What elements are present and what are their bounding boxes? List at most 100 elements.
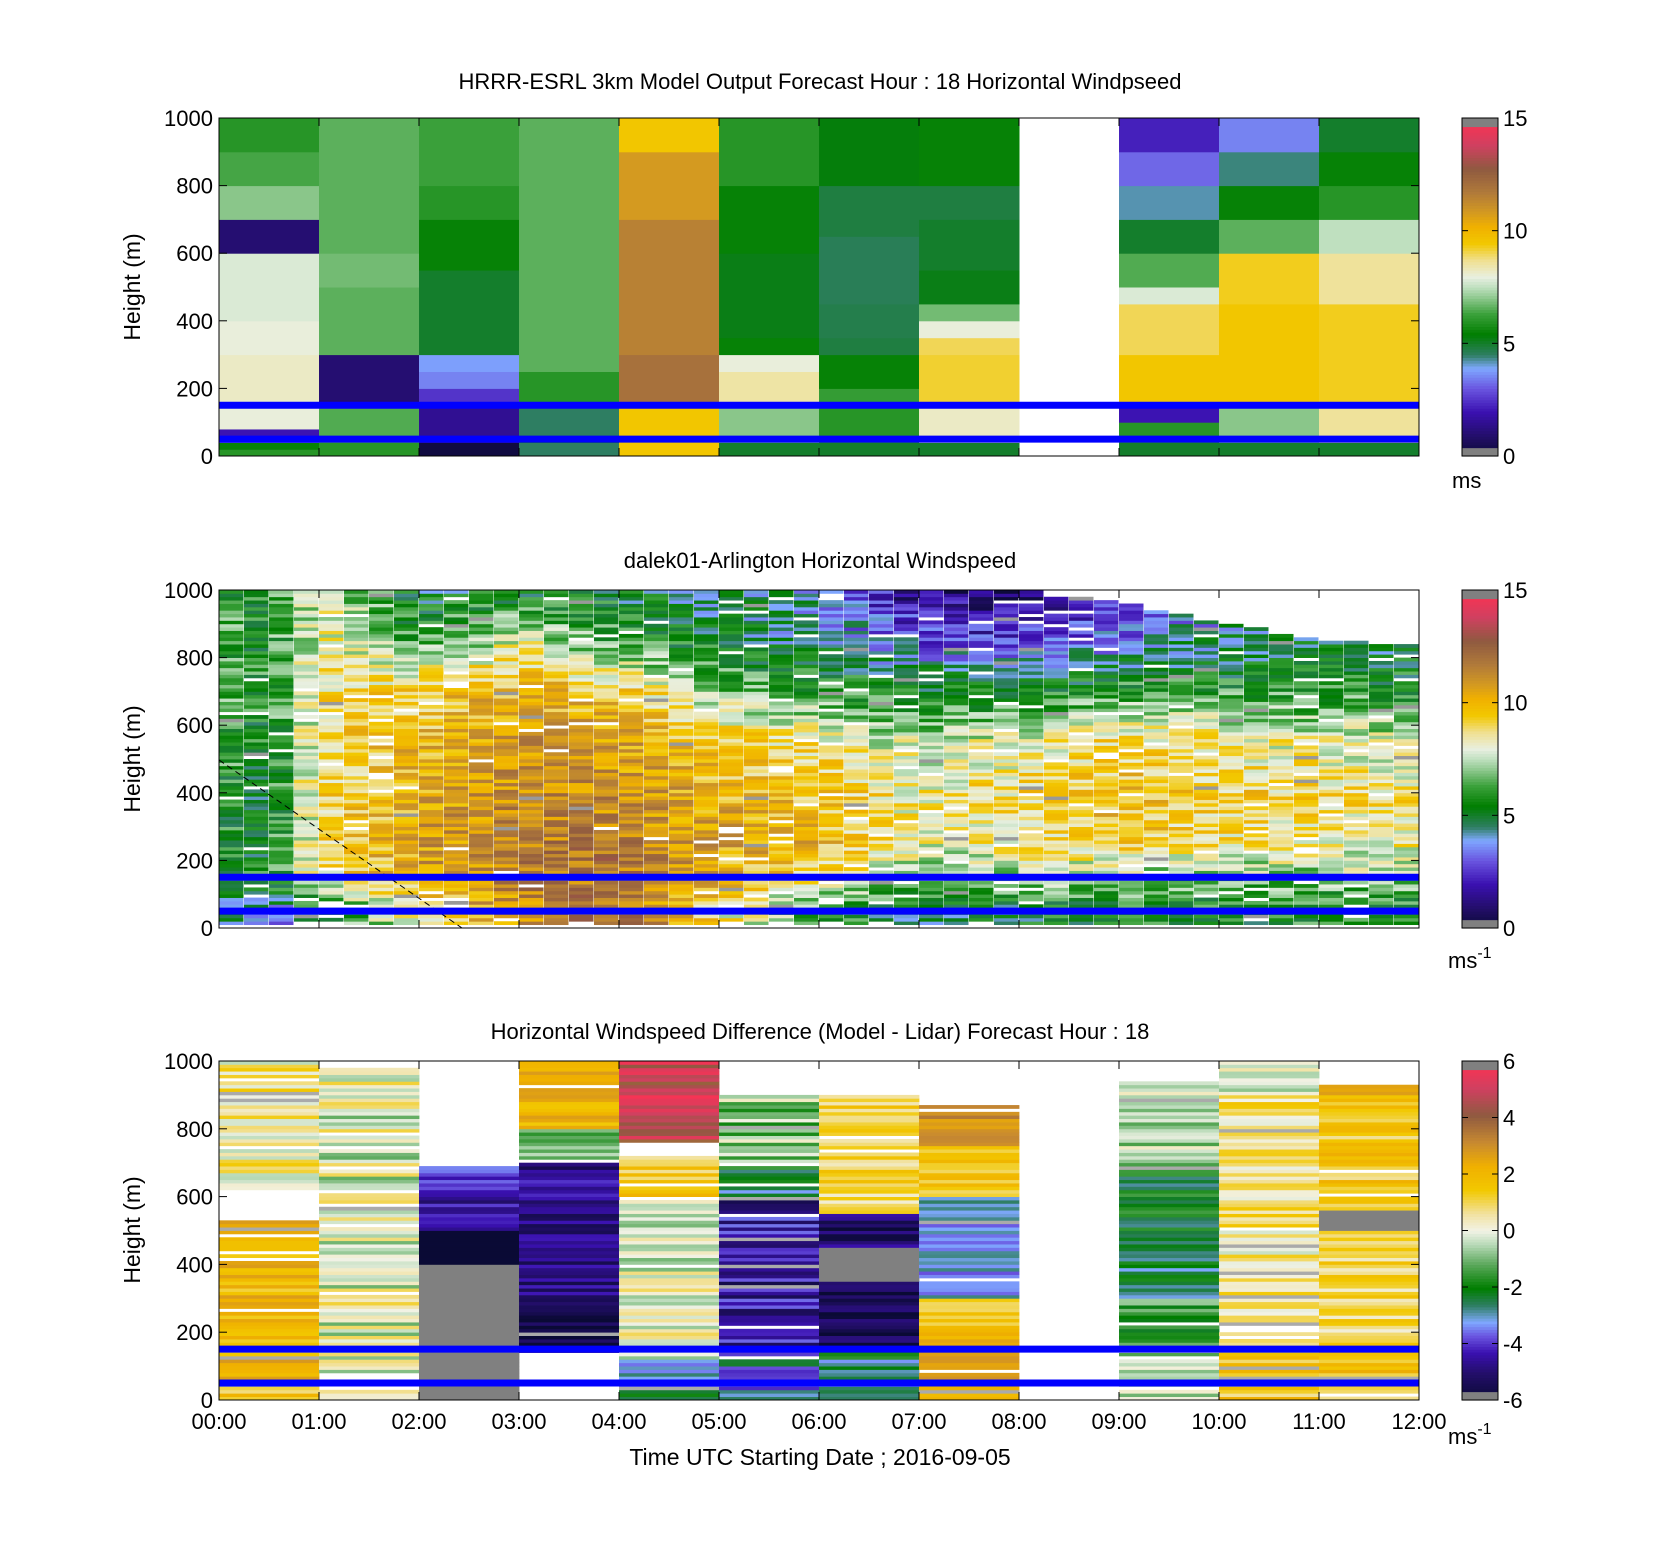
- heatmap-cell: [219, 1115, 320, 1120]
- colorbar-segment: [1462, 916, 1498, 921]
- colorbar-segment: [1462, 329, 1498, 333]
- y-tick-label: 400: [176, 781, 213, 806]
- heatmap-cell: [794, 715, 819, 719]
- heatmap-cell: [994, 742, 1019, 746]
- heatmap-cell: [644, 894, 669, 898]
- heatmap-cell: [644, 867, 669, 871]
- heatmap-cell: [769, 613, 794, 618]
- heatmap-cell: [419, 371, 520, 389]
- heatmap-cell: [419, 833, 444, 838]
- heatmap-cell: [944, 809, 969, 814]
- heatmap-cell: [1094, 684, 1119, 689]
- heatmap-cell: [1094, 826, 1119, 831]
- heatmap-cell: [919, 840, 944, 844]
- heatmap-cell: [419, 867, 444, 871]
- heatmap-cell: [669, 718, 694, 723]
- heatmap-cell: [319, 884, 344, 888]
- heatmap-cell: [319, 1342, 420, 1347]
- heatmap-cell: [469, 823, 494, 827]
- heatmap-cell: [319, 1325, 420, 1330]
- heatmap-cell: [1094, 677, 1119, 682]
- heatmap-cell: [769, 677, 794, 682]
- heatmap-cell: [1394, 701, 1419, 706]
- heatmap-cell: [319, 850, 344, 855]
- heatmap-cell: [919, 647, 944, 652]
- heatmap-cell: [894, 806, 919, 811]
- heatmap-cell: [1094, 917, 1119, 922]
- heatmap-cell: [744, 900, 769, 905]
- heatmap-cell: [944, 738, 969, 743]
- heatmap-cell: [944, 590, 969, 594]
- heatmap-cell: [844, 759, 869, 763]
- heatmap-cell: [294, 681, 319, 686]
- heatmap-cell: [1294, 792, 1319, 797]
- heatmap-cell: [419, 765, 444, 770]
- heatmap-cell: [1269, 904, 1294, 909]
- heatmap-cell: [219, 742, 244, 746]
- heatmap-cell: [444, 840, 469, 844]
- heatmap-cell: [1194, 650, 1219, 655]
- heatmap-cell: [219, 603, 244, 608]
- heatmap-cell: [544, 833, 569, 838]
- heatmap-cell: [969, 853, 994, 858]
- heatmap-cell: [219, 681, 244, 686]
- heatmap-cell: [619, 775, 644, 780]
- heatmap-cell: [944, 640, 969, 645]
- heatmap-cell: [769, 617, 794, 621]
- heatmap-cell: [519, 633, 544, 638]
- heatmap-cell: [294, 813, 319, 817]
- heatmap-cell: [619, 593, 644, 598]
- colorbar-segment: [1462, 592, 1498, 597]
- heatmap-cell: [1169, 623, 1194, 628]
- heatmap-cell: [1269, 715, 1294, 719]
- heatmap-cell: [544, 786, 569, 790]
- heatmap-cell: [1219, 721, 1244, 726]
- heatmap-cell: [994, 782, 1019, 787]
- heatmap-cell: [1369, 897, 1394, 902]
- heatmap-cell: [969, 829, 994, 834]
- heatmap-cell: [1119, 627, 1144, 631]
- heatmap-cell: [1069, 921, 1094, 926]
- heatmap-cell: [219, 1237, 320, 1242]
- heatmap-cell: [744, 711, 769, 716]
- heatmap-cell: [869, 809, 894, 814]
- heatmap-cell: [694, 718, 719, 723]
- heatmap-cell: [219, 802, 244, 807]
- heatmap-cell: [219, 1301, 320, 1306]
- heatmap-cell: [1169, 867, 1194, 871]
- heatmap-cell: [1219, 219, 1320, 254]
- heatmap-cell: [869, 617, 894, 621]
- heatmap-cell: [544, 863, 569, 868]
- heatmap-cell: [319, 1338, 420, 1343]
- heatmap-cell: [219, 185, 320, 220]
- heatmap-cell: [394, 867, 419, 871]
- heatmap-cell: [619, 728, 644, 733]
- heatmap-cell: [319, 870, 344, 875]
- heatmap-cell: [869, 630, 894, 635]
- heatmap-cell: [344, 921, 369, 926]
- colorbar-segment: [1462, 216, 1498, 220]
- heatmap-cell: [619, 620, 644, 625]
- heatmap-cell: [744, 823, 769, 827]
- heatmap-cell: [619, 600, 644, 604]
- heatmap-cell: [319, 610, 344, 615]
- heatmap-cell: [1019, 674, 1044, 679]
- heatmap-cell: [1394, 660, 1419, 665]
- heatmap-cell: [519, 667, 544, 672]
- heatmap-cell: [844, 701, 869, 706]
- heatmap-cell: [1119, 870, 1144, 875]
- heatmap-cell: [569, 694, 594, 699]
- heatmap-cell: [569, 765, 594, 770]
- heatmap-cell: [794, 890, 819, 895]
- colorbar-segment: [1462, 447, 1498, 451]
- heatmap-cell: [844, 917, 869, 922]
- heatmap-cell: [669, 850, 694, 855]
- heatmap-cell: [644, 698, 669, 702]
- heatmap-cell: [219, 671, 244, 675]
- heatmap-cell: [569, 772, 594, 777]
- heatmap-cell: [819, 715, 844, 719]
- heatmap-cell: [1394, 887, 1419, 892]
- heatmap-cell: [1219, 735, 1244, 740]
- heatmap-cell: [519, 745, 544, 750]
- heatmap-cell: [1219, 779, 1244, 784]
